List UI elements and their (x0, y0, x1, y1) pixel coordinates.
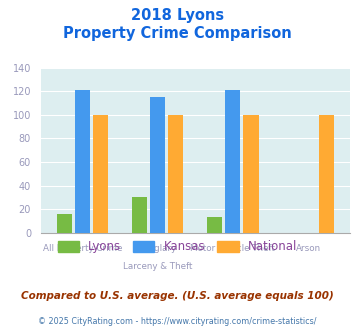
Bar (319, 115, 334, 233)
Bar (93, 115, 108, 233)
Bar (168, 115, 183, 233)
Bar (75, 90, 90, 233)
Bar (225, 90, 240, 233)
Text: Motor Vehicle Theft: Motor Vehicle Theft (191, 244, 275, 253)
Bar (207, 217, 222, 233)
Legend: Lyons, Kansas, National: Lyons, Kansas, National (53, 236, 302, 258)
Bar (244, 115, 258, 233)
Text: Property Crime Comparison: Property Crime Comparison (63, 26, 292, 41)
Text: © 2025 CityRating.com - https://www.cityrating.com/crime-statistics/: © 2025 CityRating.com - https://www.city… (38, 317, 317, 326)
Bar (150, 97, 165, 233)
Bar (132, 197, 147, 233)
Text: 2018 Lyons: 2018 Lyons (131, 8, 224, 23)
Text: Arson: Arson (296, 244, 321, 253)
Bar (57, 214, 72, 233)
Text: Larceny & Theft: Larceny & Theft (123, 261, 192, 271)
Text: Burglary: Burglary (139, 244, 176, 253)
Text: Compared to U.S. average. (U.S. average equals 100): Compared to U.S. average. (U.S. average … (21, 291, 334, 301)
Text: All Property Crime: All Property Crime (43, 244, 122, 253)
